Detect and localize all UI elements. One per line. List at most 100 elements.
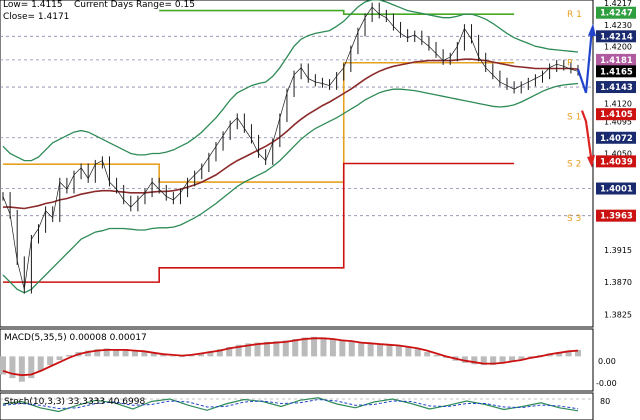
macd-bar-16	[150, 353, 157, 357]
level-box-label-5: 1.4105	[600, 110, 633, 120]
macd-bar-35	[329, 338, 336, 357]
up-arrowhead	[588, 23, 596, 37]
macd-bar-26	[245, 343, 252, 357]
up-arrow-path	[576, 28, 594, 94]
macd-bar-34	[320, 337, 327, 357]
macd-bar-52	[490, 356, 497, 366]
macd-bar-6	[56, 356, 63, 360]
macd-bar-10	[94, 349, 101, 357]
guide-lines	[0, 35, 593, 217]
price-bars	[2, 2, 579, 294]
forecast-arrows	[576, 23, 596, 168]
price-tick-1: 1.4230	[604, 21, 632, 30]
macd-bar-18	[169, 356, 176, 357]
macd-bar-29	[273, 341, 280, 357]
macd-bar-36	[339, 340, 346, 357]
pivot-level-lines	[3, 9, 515, 283]
macd-bar-30	[282, 340, 289, 357]
low-label: Low= 1.4115	[3, 0, 63, 10]
macd-bar-7	[65, 354, 72, 357]
macd-bar-49	[461, 356, 468, 363]
level-boxes: 1.42471.42141.41811.41651.41431.41051.40…	[596, 6, 636, 222]
level-box-label-3: 1.4165	[600, 67, 633, 77]
macd-bar-28	[263, 341, 270, 357]
price-tick-6: 1.4120	[604, 99, 632, 108]
level-box-label-1: 1.4214	[600, 32, 633, 42]
macd-bar-41	[386, 344, 393, 357]
range-label: Current Days Range= 0.15	[74, 0, 195, 10]
level-box-7	[596, 155, 636, 168]
macd-bar-42	[395, 345, 402, 357]
close-label: Close= 1.4171	[3, 12, 69, 22]
stoch-tick-80: 80	[600, 397, 610, 406]
upper-band-line	[2, 0, 579, 162]
macd-bar-9	[84, 350, 91, 357]
macd-bar-56	[527, 356, 534, 358]
zone-label-3: S 2	[567, 160, 581, 170]
macd-bar-25	[235, 344, 242, 357]
macd-bar-61	[575, 349, 581, 357]
macd-label: MACD(5,35,5) 0.00008 0.00017	[4, 333, 147, 343]
price-tick-9: 1.4050	[604, 149, 632, 158]
level-box-label-0: 1.4247	[600, 9, 633, 19]
lower-band-line	[2, 82, 579, 294]
macd-bar-40	[377, 344, 384, 357]
macd-bar-31	[292, 338, 299, 357]
macd-bar-3	[28, 356, 35, 379]
level-box-4	[596, 81, 636, 94]
macd-bar-44	[414, 349, 421, 357]
stoch-label: Stoch(10,3,3) 33.3333 40.6998	[4, 397, 145, 407]
zone-labels: R 1 P S 1 S 2 S 3	[567, 10, 582, 224]
top-right-price: 1.4217	[604, 0, 632, 8]
macd-signal-line	[2, 337, 579, 377]
zone-label-4: S 3	[567, 214, 581, 224]
macd-bar-39	[367, 343, 374, 357]
macd-bar-11	[103, 348, 110, 357]
price-tick-13: 1.3915	[604, 246, 632, 255]
stoch-signal-line	[2, 398, 579, 410]
macd-bar-21	[197, 353, 204, 357]
macd-bar-23	[216, 349, 223, 357]
macd-bar-20	[188, 355, 195, 357]
down-arrow-path	[580, 110, 594, 165]
support-s1-line	[3, 162, 515, 283]
moving-average-line	[3, 58, 579, 210]
macd-bar-32	[301, 337, 308, 357]
zone-label-1: P	[567, 59, 573, 69]
macd-bar-51	[480, 356, 487, 366]
price-tick-14: 1.3870	[604, 278, 632, 287]
macd-tick-zero: 0.00	[598, 357, 616, 366]
macd-bar-37	[348, 341, 355, 357]
macd-bar-45	[424, 352, 431, 357]
pivot-line	[3, 61, 515, 183]
macd-bar-38	[358, 342, 365, 357]
level-box-2	[596, 53, 636, 66]
macd-bar-1	[9, 356, 16, 379]
macd-bar-33	[311, 336, 318, 357]
level-box-label-9: 1.3963	[600, 212, 633, 222]
price-close-line	[2, 6, 579, 290]
macd-bar-59	[556, 352, 563, 357]
resistance-r1-line	[159, 9, 515, 15]
macd-indicator	[0, 336, 581, 382]
zone-label-0: R 1	[567, 10, 582, 20]
level-box-3	[596, 65, 636, 78]
macd-bar-19	[179, 356, 186, 358]
macd-bar-50	[471, 356, 478, 365]
macd-bar-22	[207, 351, 214, 357]
stoch-indicator	[0, 397, 593, 413]
macd-bar-2	[18, 356, 25, 382]
macd-bar-14	[131, 350, 138, 357]
bollinger-bands	[2, 0, 579, 294]
macd-bar-46	[433, 354, 440, 357]
macd-bar-12	[113, 349, 120, 357]
level-box-label-4: 1.4143	[600, 83, 633, 93]
macd-bar-43	[405, 346, 412, 357]
macd-bar-0	[0, 356, 6, 375]
level-box-0	[596, 6, 636, 19]
moving-average	[3, 58, 579, 210]
macd-bar-54	[509, 356, 516, 362]
macd-bar-27	[254, 342, 261, 357]
macd-bar-4	[37, 356, 44, 371]
